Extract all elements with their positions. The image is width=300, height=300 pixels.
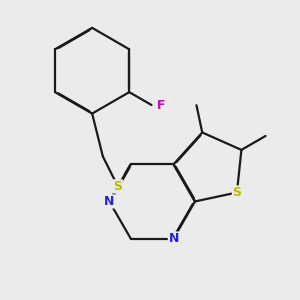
Text: S: S — [113, 180, 122, 193]
Text: N: N — [168, 232, 179, 245]
Text: F: F — [157, 98, 165, 112]
Text: S: S — [232, 186, 242, 199]
Text: N: N — [104, 195, 115, 208]
